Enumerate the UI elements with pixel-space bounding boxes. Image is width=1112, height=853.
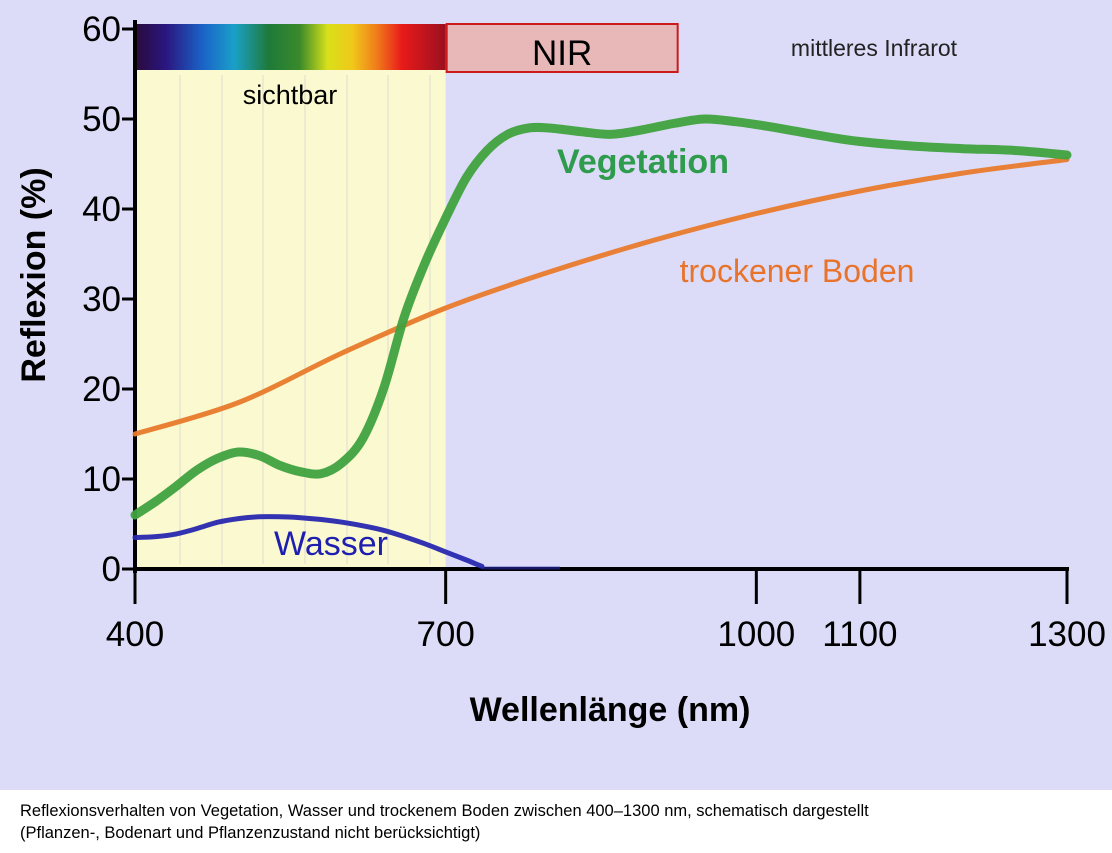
y-tick-label: 0 xyxy=(102,550,121,589)
caption-line-1: Reflexionsverhalten von Vegetation, Wass… xyxy=(20,802,869,820)
series-label-trockener-boden: trockener Boden xyxy=(680,253,915,289)
x-tick-label: 1000 xyxy=(717,615,795,654)
x-tick-label: 700 xyxy=(416,615,474,654)
band-label-mid-infrared: mittleres Infrarot xyxy=(791,35,958,61)
y-tick-label: 50 xyxy=(82,100,121,139)
series-label-wasser: Wasser xyxy=(274,525,388,563)
band-label-visible: sichtbar xyxy=(243,80,338,110)
x-tick-label: 400 xyxy=(106,615,164,654)
reflectance-chart: sichtbar NIR mittleres Infrarot 0 10 20 30 40 50… xyxy=(15,10,1106,729)
band-label-nir: NIR xyxy=(532,34,592,73)
y-tick-label: 40 xyxy=(82,190,121,229)
y-tick-label: 30 xyxy=(82,280,121,319)
caption-line-2: (Pflanzen-, Bodenart und Pflanzenzustand… xyxy=(20,824,481,842)
y-axis-label: Reflexion (%) xyxy=(15,167,53,382)
series-line-vegetation xyxy=(130,114,1072,520)
series-line-wasser xyxy=(132,514,485,569)
nir-band-box xyxy=(445,23,679,73)
visible-band-area xyxy=(135,70,446,569)
visible-spectrum-bar xyxy=(135,24,446,70)
x-tick-label: 1100 xyxy=(822,615,897,654)
series-label-vegetation: Vegetation xyxy=(557,143,729,181)
x-tick-label: 1300 xyxy=(1028,615,1106,654)
y-tick-label: 60 xyxy=(82,10,121,49)
y-tick-label: 20 xyxy=(82,370,121,409)
figure-caption: Reflexionsverhalten von Vegetation, Wass… xyxy=(20,800,1105,844)
x-axis-label: Wellenlänge (nm) xyxy=(470,691,751,729)
y-tick-label: 10 xyxy=(82,460,121,499)
series-line-trockener-boden xyxy=(132,157,1070,437)
